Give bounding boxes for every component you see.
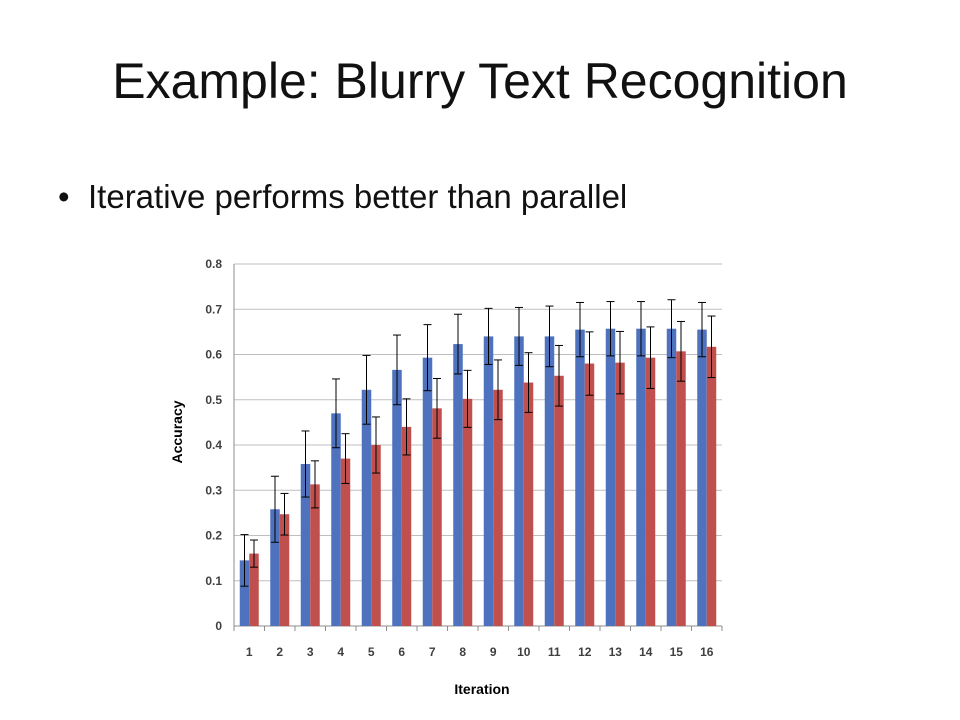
bar-series1 (697, 329, 707, 626)
bar-series2 (279, 514, 290, 626)
x-tick-label: 7 (429, 645, 436, 659)
bar-series2 (523, 382, 534, 626)
x-tick-label: 14 (639, 645, 653, 659)
x-tick-label: 6 (398, 645, 405, 659)
bar-series2 (340, 458, 351, 626)
bar-series1 (514, 336, 524, 626)
bar-series2 (706, 346, 717, 626)
x-tick-label: 2 (276, 645, 283, 659)
x-tick-label: 9 (490, 645, 497, 659)
bar-series1 (422, 357, 433, 626)
bar-series1 (544, 336, 555, 626)
x-axis-title: Iteration (454, 681, 509, 697)
bar-series1 (239, 560, 250, 626)
bar-series1 (666, 328, 677, 626)
bar-series2 (645, 357, 656, 626)
x-tick-label: 1 (246, 645, 253, 659)
bar-series2 (432, 408, 442, 626)
y-tick-label: 0.8 (205, 257, 222, 271)
bar-series2 (584, 363, 595, 626)
bullet-item: • Iterative performs better than parallel (58, 178, 627, 216)
bar-series1 (300, 464, 311, 626)
bar-series2 (462, 398, 473, 626)
x-tick-label: 11 (548, 645, 561, 659)
y-tick-label: 0.6 (205, 348, 222, 362)
x-tick-label: 12 (578, 645, 592, 659)
bar-series1 (361, 389, 372, 626)
bar-series1 (605, 328, 616, 626)
bar-series2 (676, 351, 686, 626)
bar-series1 (270, 509, 280, 626)
y-axis-title: Accuracy (169, 400, 185, 463)
bullet-dot-icon: • (58, 178, 70, 215)
y-tick-label: 0 (215, 619, 222, 633)
x-tick-label: 5 (368, 645, 375, 659)
y-tick-label: 0.2 (205, 529, 222, 543)
y-tick-label: 0.3 (205, 483, 222, 497)
x-tick-label: 15 (670, 645, 684, 659)
x-tick-label: 4 (337, 645, 344, 659)
y-tick-label: 0.1 (205, 574, 222, 588)
bar-series2 (554, 375, 564, 626)
bar-series2 (371, 445, 381, 626)
bar-series2 (493, 389, 503, 626)
bar-series1 (453, 344, 463, 626)
bar-series1 (483, 336, 494, 626)
bar-series2 (615, 362, 625, 626)
x-tick-label: 8 (459, 645, 466, 659)
bar-series2 (310, 484, 320, 626)
bar-series2 (249, 553, 259, 626)
x-tick-label: 10 (517, 645, 531, 659)
y-tick-label: 0.7 (205, 302, 222, 316)
x-tick-label: 3 (307, 645, 314, 659)
x-tick-label: 13 (609, 645, 623, 659)
bullet-text: Iterative performs better than parallel (88, 178, 628, 215)
bar-series1 (331, 413, 341, 626)
slide-title: Example: Blurry Text Recognition (112, 53, 848, 109)
bar-series2 (401, 426, 412, 626)
bar-series1 (636, 328, 646, 626)
y-tick-label: 0.4 (205, 438, 222, 452)
bar-series1 (575, 329, 585, 626)
y-tick-label: 0.5 (205, 393, 222, 407)
bar-series1 (392, 369, 402, 626)
x-tick-label: 16 (700, 645, 714, 659)
